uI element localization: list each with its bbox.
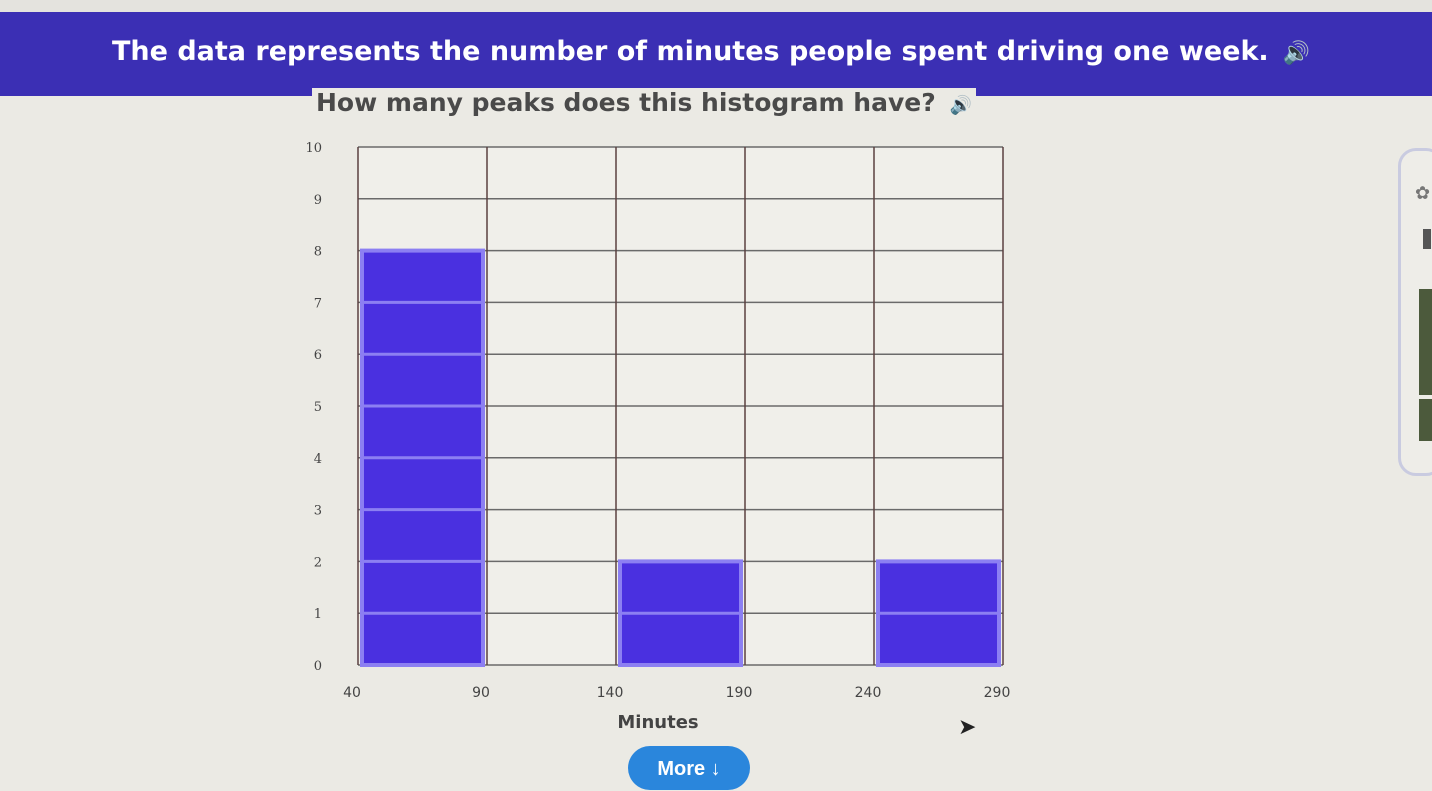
side-panel[interactable]: ✿: [1398, 148, 1432, 476]
top-strip: [0, 0, 1432, 12]
x-tick-label: 290: [984, 685, 1011, 701]
y-tick-label: 8: [314, 245, 322, 260]
x-axis-label: Minutes: [617, 712, 698, 733]
y-tick-label: 7: [314, 296, 322, 311]
title-text: The data represents the number of minute…: [112, 36, 1269, 67]
mouse-cursor-icon: ➤: [958, 715, 977, 740]
header-banner: [0, 12, 1432, 96]
battery-icon: [1423, 229, 1431, 249]
x-tick-label: 90: [472, 685, 490, 701]
speaker-icon[interactable]: 🔊: [1282, 41, 1311, 66]
more-button[interactable]: More ↓: [628, 746, 750, 790]
y-tick-label: 10: [305, 141, 322, 156]
side-block: [1419, 399, 1432, 441]
speaker-icon[interactable]: 🔊: [949, 95, 973, 116]
y-tick-label: 9: [314, 193, 322, 208]
y-tick-label: 2: [314, 555, 322, 570]
x-tick-label: 240: [855, 685, 882, 701]
arrow-down-icon: ↓: [710, 758, 721, 780]
question-label: How many peaks does this histogram have?: [316, 88, 936, 117]
y-tick-label: 4: [314, 452, 322, 467]
page-title: The data represents the number of minute…: [112, 36, 1310, 67]
more-label: More: [657, 758, 706, 780]
y-tick-label: 5: [314, 400, 322, 415]
question-text: How many peaks does this histogram have?…: [312, 88, 977, 117]
y-tick-label: 3: [314, 504, 322, 519]
x-tick-label: 140: [597, 685, 624, 701]
side-block: [1419, 325, 1432, 395]
x-tick-label: 40: [343, 685, 361, 701]
y-tick-label: 1: [314, 607, 322, 622]
x-tick-label: 190: [726, 685, 753, 701]
y-tick-label: 6: [314, 348, 322, 363]
y-tick-label: 0: [314, 659, 322, 674]
gear-icon[interactable]: ✿: [1415, 183, 1431, 204]
